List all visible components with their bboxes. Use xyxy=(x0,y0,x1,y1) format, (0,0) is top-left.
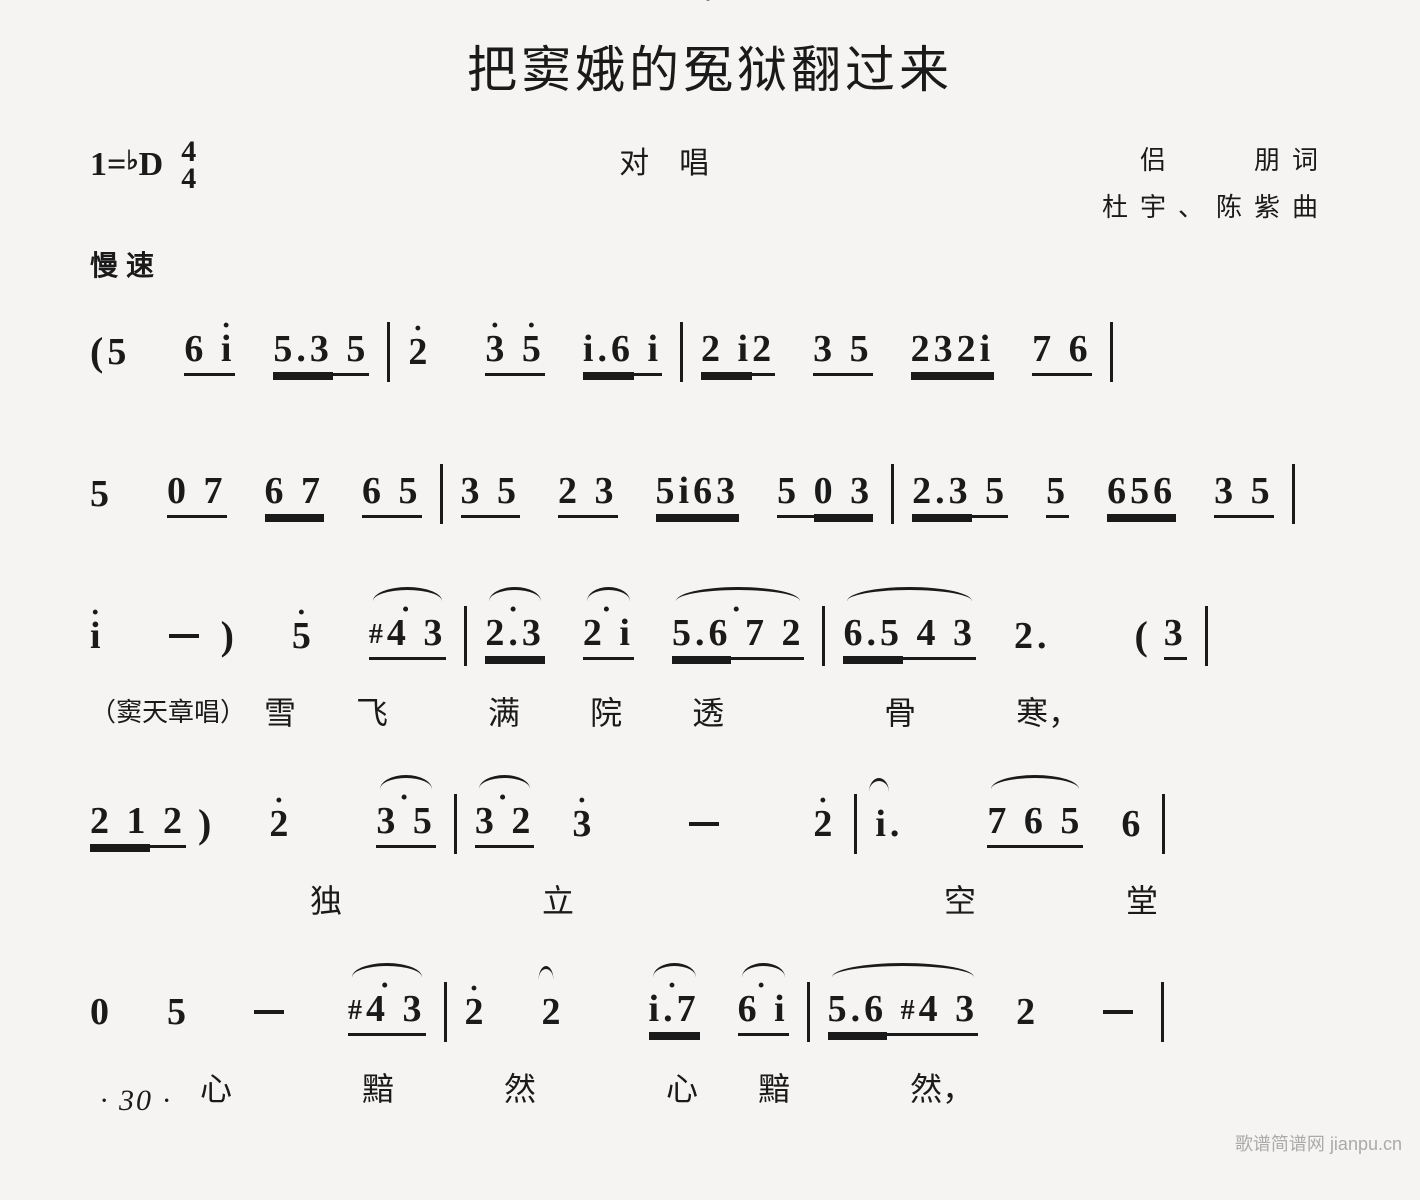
lyricist: 侣 朋词 xyxy=(1102,138,1330,185)
barline xyxy=(854,794,857,854)
lyric-char: 心 xyxy=(200,1064,232,1110)
lyric-line: （窦天章唱） 雪 飞 满 院 透 骨 寒， xyxy=(90,688,1330,734)
time-signature: 4 4 xyxy=(181,138,196,192)
lyric-char: 心 xyxy=(666,1064,698,1110)
subtitle: 对唱 xyxy=(559,138,739,182)
measure: 2 2 i.7 6 i xyxy=(465,987,789,1036)
measure: 5.6 #4 3 2 xyxy=(828,987,1144,1036)
staff-line: 5 0 7 6 7 6 5 3 5 2 3 5i63 5 0 3 2.3 5 5… xyxy=(90,454,1330,534)
lyric-char: 堂 xyxy=(1126,876,1158,922)
lyric-char: 然 xyxy=(504,1064,536,1110)
staff-line: 0 5 #4 3 2 2 i.7 6 i 5.6 #4 3 2 xyxy=(90,972,1330,1052)
lyric-char: 黯 xyxy=(362,1064,394,1110)
time-bottom: 4 xyxy=(181,165,196,192)
lyric-char: 雪 xyxy=(264,688,296,734)
page-number: · 30 · xyxy=(100,1084,172,1118)
barline xyxy=(822,606,825,666)
barline xyxy=(1292,464,1295,524)
measure: 2 3 5 i.6 i xyxy=(408,327,662,376)
measure: 6.5 4 3 2. ( 3 xyxy=(843,611,1186,660)
key-prefix: 1= xyxy=(90,146,126,183)
lyric-char: 立 xyxy=(542,876,574,922)
song-title: 把窦娥的冤狱翻过来 xyxy=(90,30,1330,102)
composer: 杜宇、陈紫曲 xyxy=(1102,185,1330,232)
lyric-line: 独 立 空 堂 xyxy=(90,876,1330,922)
open-paren: ( xyxy=(1134,612,1151,659)
measure: 2 i2 3 5 232i 7 6 xyxy=(701,327,1092,376)
measure: 5 6 i 5.3 5 xyxy=(107,327,369,376)
lyric-line: 心 黯 然 心 黯 然， xyxy=(90,1064,1330,1110)
close-paren: ) xyxy=(198,800,215,847)
lyric-char: 骨 xyxy=(884,688,916,734)
sheet-music-page: 把窦娥的冤狱翻过来 1=♭D 4 4 对唱 侣 朋词 杜宇、陈紫曲 慢速 ( 5… xyxy=(0,0,1420,1200)
barline xyxy=(387,322,390,382)
lyric-char: 满 xyxy=(488,688,520,734)
barline xyxy=(464,606,467,666)
credits: 侣 朋词 杜宇、陈紫曲 xyxy=(1102,138,1330,232)
barline xyxy=(440,464,443,524)
barline xyxy=(1110,322,1113,382)
barline xyxy=(1205,606,1208,666)
barline xyxy=(1161,982,1164,1042)
measure: 3 2 3 2 xyxy=(475,799,837,848)
meta-row: 1=♭D 4 4 对唱 侣 朋词 杜宇、陈紫曲 xyxy=(90,138,1330,232)
lyric-char: 然， xyxy=(910,1064,974,1110)
time-top: 4 xyxy=(181,138,196,165)
lyric-char: 独 xyxy=(310,876,342,922)
barline xyxy=(454,794,457,854)
measure: 0 5 #4 3 xyxy=(90,987,426,1036)
lyric-char: 透 xyxy=(692,688,724,734)
close-paren: ) xyxy=(221,612,238,659)
lyric-char: 寒， xyxy=(1016,688,1080,734)
measure: 5 0 7 6 7 6 5 xyxy=(90,469,422,518)
lyric-char: 空 xyxy=(944,876,976,922)
open-paren: ( xyxy=(90,328,107,375)
barline xyxy=(680,322,683,382)
measure: i ) 5 #4 3 xyxy=(90,611,446,660)
staff-line: i ) 5 #4 3 2.3 2 i 5.6 7 2 6.5 4 3 2. ( … xyxy=(90,596,1330,676)
measure: i. 7 6 5 6 xyxy=(875,799,1144,848)
barline xyxy=(1162,794,1165,854)
tempo-mark: 慢速 xyxy=(90,244,1330,284)
watermark: 歌谱简谱网 jianpu.cn xyxy=(1235,1130,1402,1156)
key-letter: D xyxy=(139,146,164,183)
singer-label: （窦天章唱） xyxy=(90,692,246,729)
flat-symbol: ♭ xyxy=(126,146,138,175)
lyric-char: 院 xyxy=(590,688,622,734)
lyric-char: 飞 xyxy=(356,688,388,734)
key-signature: 1=♭D 4 4 xyxy=(90,138,196,192)
barline xyxy=(807,982,810,1042)
measure: 2.3 5 5 656 3 5 xyxy=(912,469,1274,518)
lyric-char: 黯 xyxy=(758,1064,790,1110)
measure: 3 5 2 3 5i63 5 0 3 xyxy=(461,469,874,518)
measure: 2.3 2 i 5.6 7 2 xyxy=(485,611,804,660)
barline xyxy=(891,464,894,524)
staff-line: ( 5 6 i 5.3 5 2 3 5 i.6 i 2 i2 3 5 232i … xyxy=(90,312,1330,392)
measure: 2 1 2 ) 2 3 5 xyxy=(90,799,436,848)
barline xyxy=(444,982,447,1042)
staff-line: 2 1 2 ) 2 3 5 3 2 3 2 i. 7 6 5 6 xyxy=(90,784,1330,864)
